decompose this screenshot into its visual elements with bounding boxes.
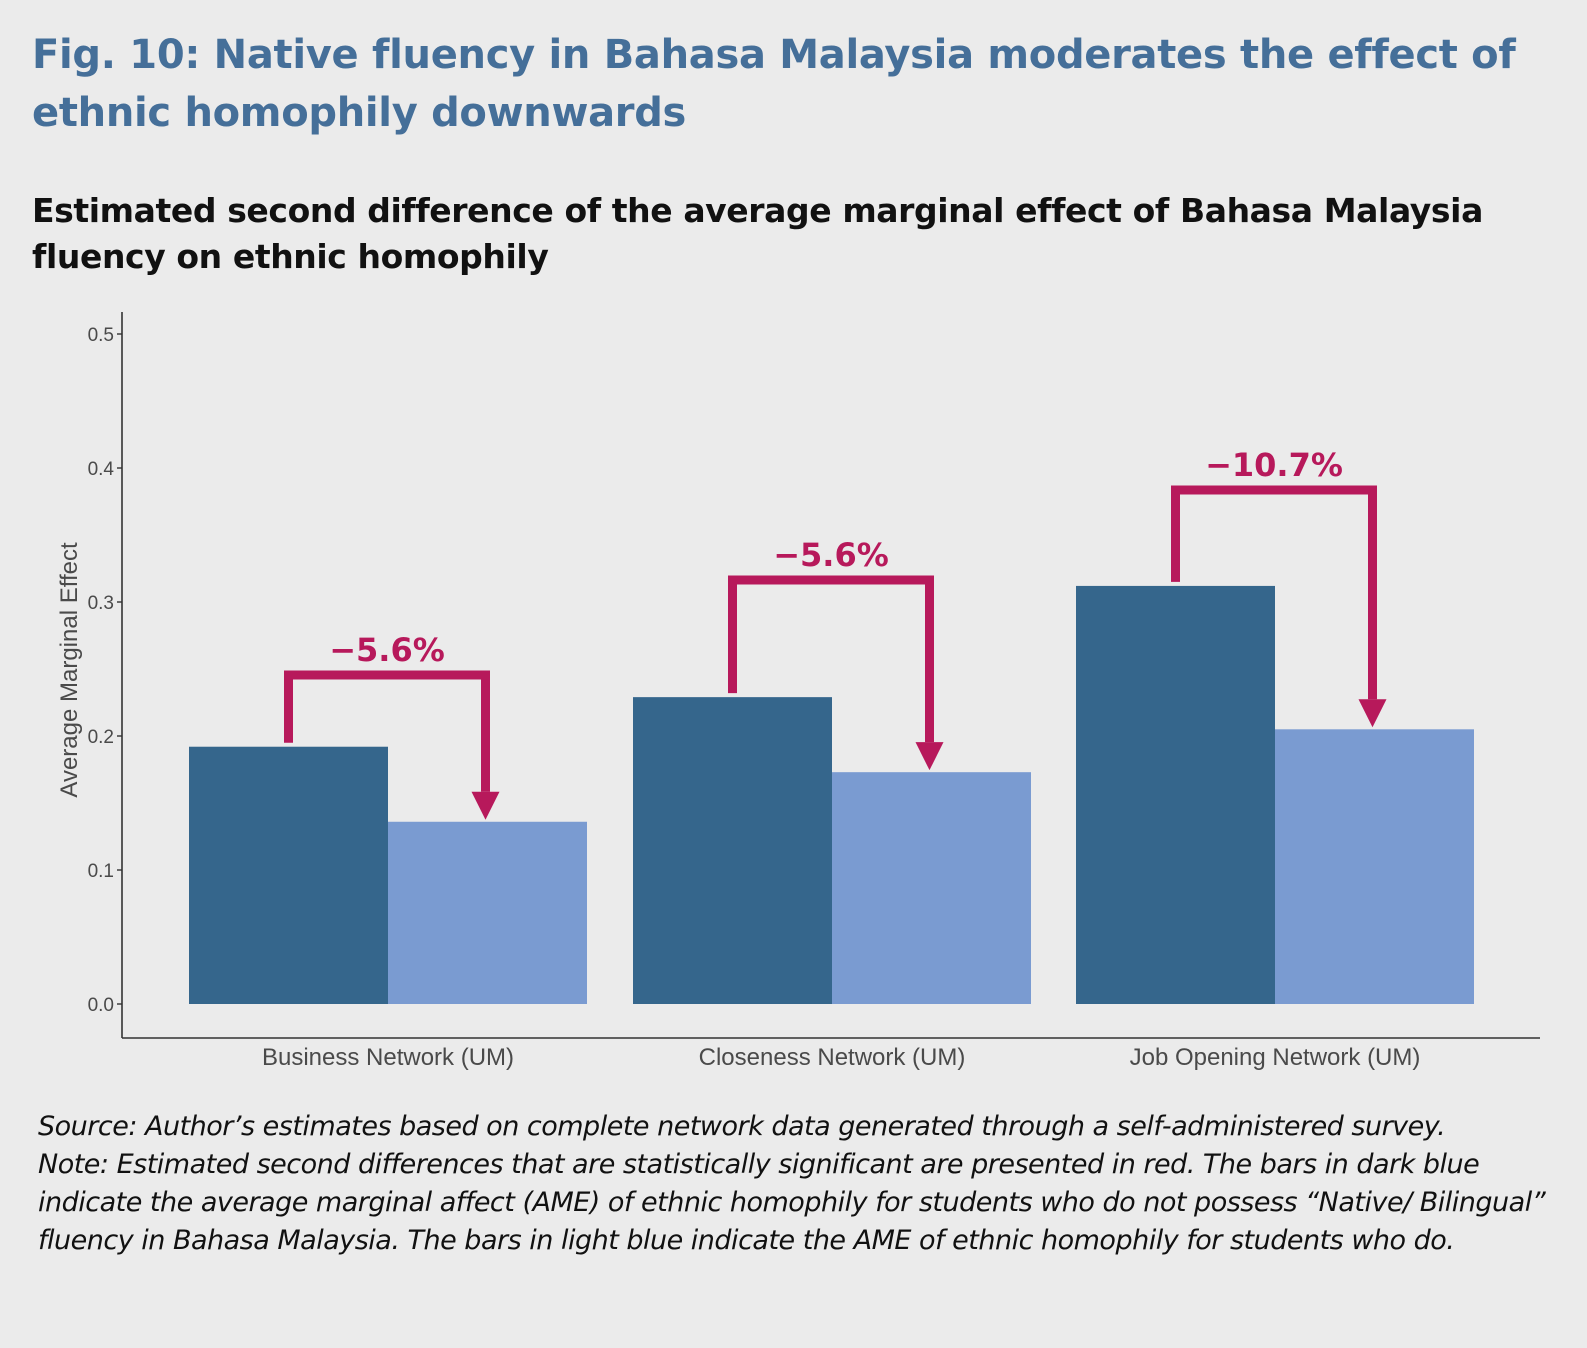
y-tick-label: 0.5 <box>88 325 114 346</box>
bar-series-2 <box>388 821 587 1004</box>
arrow-head <box>915 742 944 771</box>
y-tick-label: 0.3 <box>88 593 114 614</box>
difference-label: −5.6% <box>329 631 445 669</box>
bar-chart: 0.0 0.1 0.2 0.3 0.4 0.5 Business Network (UM)… <box>56 312 1540 1071</box>
difference-label: −5.6% <box>773 536 889 574</box>
bar-series-2 <box>832 772 1031 1004</box>
difference-label: −10.7% <box>1205 446 1343 484</box>
y-tick-label: 0.4 <box>88 459 115 480</box>
explanatory-note: Note: Estimated second differences that … <box>38 1149 1546 1256</box>
bar-series-1 <box>633 697 832 1004</box>
bar-series-1 <box>1076 585 1275 1004</box>
y-tick-label: 0.2 <box>88 727 114 748</box>
arrow-head <box>1358 699 1387 728</box>
figure-notes: Source: Author’s estimates based on comp… <box>38 1108 1558 1260</box>
arrow-head <box>471 791 500 820</box>
y-tick-label: 0.0 <box>88 995 114 1016</box>
x-tick-label: Closeness Network (UM) <box>699 1044 966 1071</box>
figure-subtitle: Estimated second difference of the avera… <box>32 191 1483 276</box>
figure-title: Fig. 10: Native fluency in Bahasa Malays… <box>32 32 1516 136</box>
difference-bracket <box>284 670 490 792</box>
x-axis: Business Network (UM) Closeness Network (… <box>122 1037 1540 1071</box>
y-axis-label: Average Marginal Effect <box>56 542 83 798</box>
difference-bracket <box>728 575 934 743</box>
difference-annotations: −5.6% −5.6% −10.7% <box>284 446 1387 820</box>
bar-series-1 <box>189 746 388 1004</box>
bar-series-2 <box>1275 729 1474 1004</box>
x-tick-label: Job Opening Network (UM) <box>1130 1044 1421 1071</box>
bars <box>189 585 1474 1004</box>
source-note: Source: Author’s estimates based on comp… <box>38 1111 1446 1142</box>
y-axis: 0.0 0.1 0.2 0.3 0.4 0.5 <box>88 312 123 1038</box>
difference-bracket <box>1171 485 1377 700</box>
x-tick-label: Business Network (UM) <box>262 1044 514 1071</box>
y-tick-label: 0.1 <box>88 861 114 882</box>
